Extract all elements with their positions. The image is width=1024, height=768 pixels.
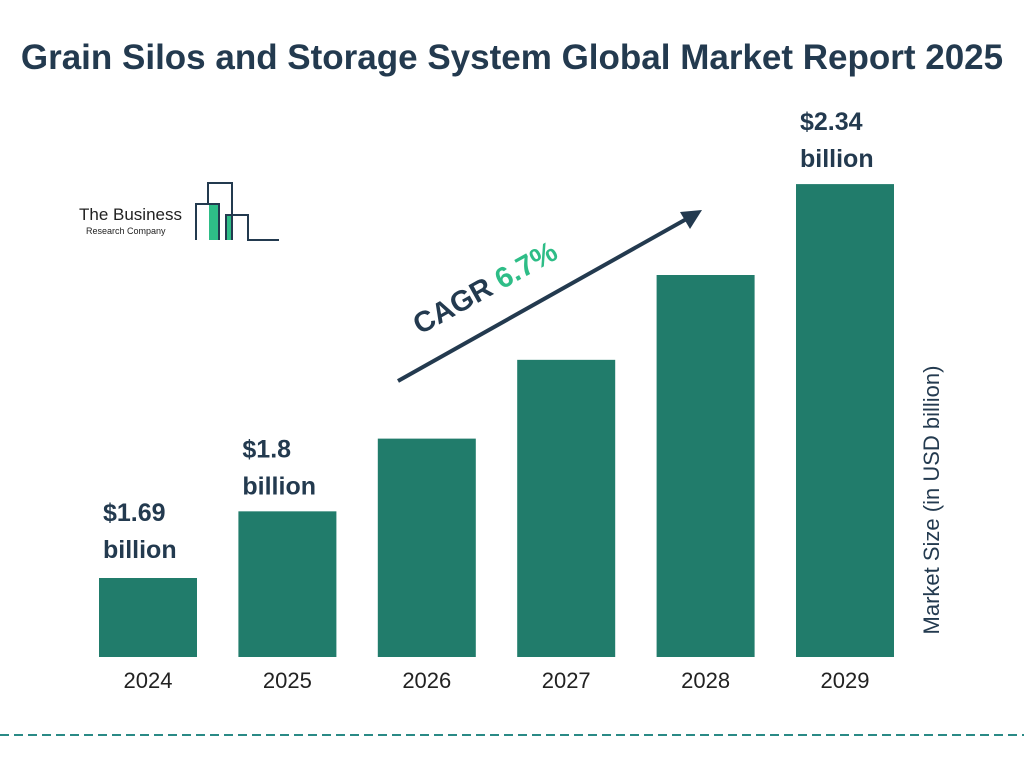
x-tick-label: 2027 — [542, 668, 591, 693]
bar-2024 — [99, 578, 197, 657]
data-label: billion — [800, 145, 874, 173]
data-label: $1.69 — [103, 499, 166, 527]
chart-title: Grain Silos and Storage System Global Ma… — [20, 38, 1004, 77]
data-label: billion — [242, 472, 316, 500]
x-tick-label: 2025 — [263, 668, 312, 693]
cagr-value: 6.7% — [490, 236, 564, 296]
cagr-arrow — [397, 215, 691, 383]
bar-2026 — [377, 438, 476, 657]
x-tick-label: 2026 — [402, 668, 451, 693]
cagr-annotation: CAGR 6.7% — [408, 236, 563, 341]
bar-2025 — [238, 511, 337, 657]
bar-2027 — [517, 359, 616, 657]
cagr-arrowhead-icon — [680, 210, 702, 229]
bar-2028 — [656, 275, 755, 657]
data-label: $2.34 — [800, 108, 863, 136]
data-label: billion — [103, 536, 177, 564]
logo-text-line2: Research Company — [86, 226, 166, 236]
data-label: $1.8 — [242, 435, 291, 463]
x-tick-label: 2029 — [821, 668, 870, 693]
x-tick-label: 2028 — [681, 668, 730, 693]
y-axis-label: Market Size (in USD billion) — [919, 365, 944, 635]
x-tick-label: 2024 — [124, 668, 173, 693]
logo-text-line1: The Business — [79, 205, 182, 224]
bar-2029 — [796, 184, 894, 657]
